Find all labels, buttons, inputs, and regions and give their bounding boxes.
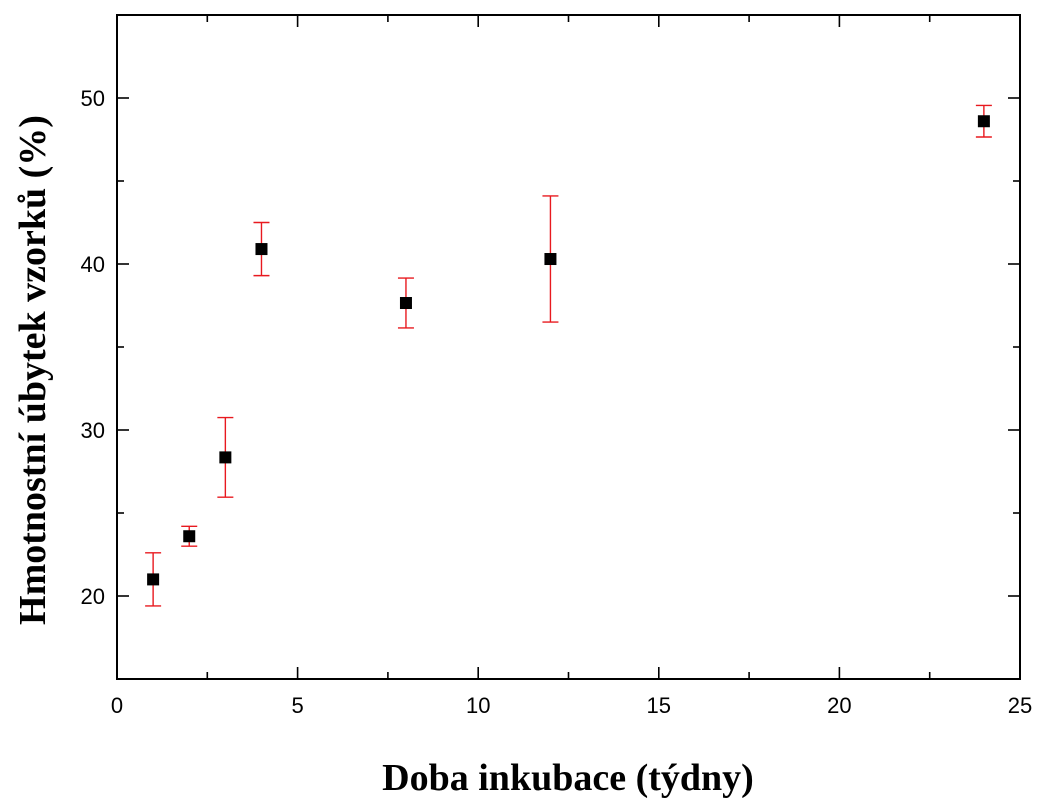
tick-labels: 0 5 10 15 20 25 20 30 40 50 — [81, 86, 1033, 718]
ticks — [116, 14, 1021, 680]
data-markers — [147, 115, 990, 586]
x-tick-label: 10 — [466, 693, 490, 718]
data-point — [399, 297, 412, 310]
data-point — [544, 253, 557, 266]
x-tick-label: 20 — [827, 693, 851, 718]
error-bars — [145, 104, 992, 607]
y-tick-label: 30 — [81, 418, 105, 443]
y-tick-label: 50 — [81, 86, 105, 111]
y-axis-title: Hmotnostní úbytek vzorků (%) — [12, 115, 54, 625]
data-point — [183, 530, 196, 543]
x-tick-label: 5 — [291, 693, 303, 718]
x-axis-title: Doba inkubace (týdny) — [382, 757, 754, 798]
data-point — [147, 573, 160, 586]
data-point — [977, 115, 990, 128]
y-tick-label: 40 — [81, 252, 105, 277]
y-tick-label: 20 — [81, 584, 105, 609]
x-tick-label: 0 — [111, 693, 123, 718]
data-point — [255, 243, 268, 256]
x-tick-label: 25 — [1008, 693, 1032, 718]
x-tick-label: 15 — [647, 693, 671, 718]
plot-frame — [116, 14, 1021, 680]
data-point — [219, 451, 232, 464]
